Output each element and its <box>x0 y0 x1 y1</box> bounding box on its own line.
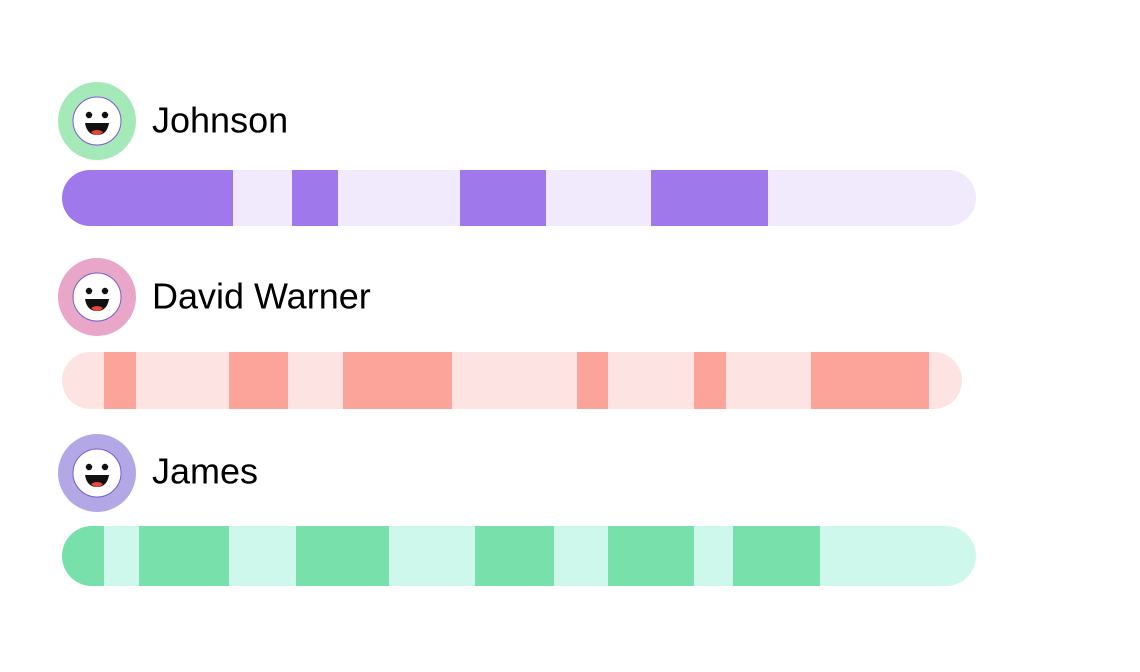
avatar-face <box>72 448 122 498</box>
avatar-face <box>72 96 122 146</box>
user-row: James <box>58 434 976 586</box>
timeline-bar <box>62 352 962 409</box>
user-row: Johnson <box>58 82 976 226</box>
user-name: David Warner <box>152 276 371 317</box>
timeline-bar <box>62 526 976 586</box>
user-row: David Warner <box>58 258 962 409</box>
user-name: James <box>152 451 258 492</box>
avatar-face <box>72 272 122 322</box>
user-name: Johnson <box>152 100 288 141</box>
timeline-bar <box>62 170 976 226</box>
